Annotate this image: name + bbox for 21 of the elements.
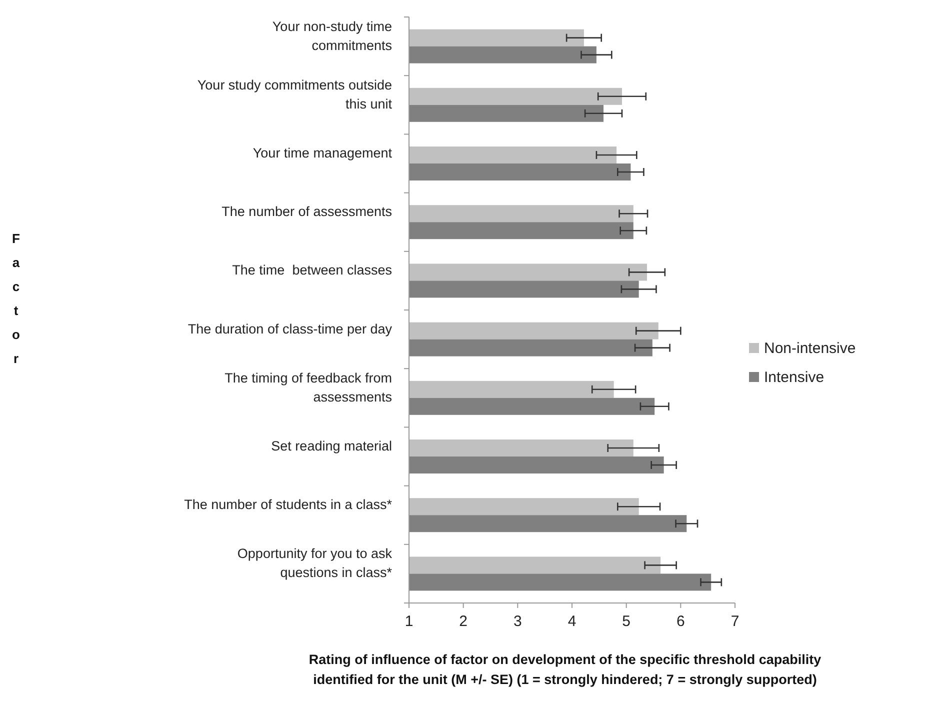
y-tick-label: Your time management: [252, 146, 392, 160]
x-tick-label: 6: [676, 613, 685, 630]
y-tick-label: The number of students in a class*: [184, 497, 393, 512]
y-tick-label: Your study commitments outside this unit: [197, 77, 392, 112]
x-tick-label: 5: [622, 613, 631, 630]
y-tick-label: The duration of class-time per day: [188, 321, 392, 336]
x-tick-label: 1: [404, 613, 414, 630]
text: Factor: [12, 231, 20, 366]
y-tick-label: Opportunity for you to ask questions in class*: [237, 546, 393, 580]
legend-label: Non-intensive: [764, 340, 856, 357]
x-tick-label: 3: [513, 613, 522, 630]
y-tick-label: Your non-study time commitments: [272, 18, 392, 53]
x-tick-label: 4: [568, 613, 576, 630]
y-tick-label: The number of assessments: [222, 204, 392, 220]
legend-label: Intensive: [764, 369, 824, 386]
x-tick-label: 7: [730, 613, 740, 630]
y-tick-label: Set reading material: [271, 438, 392, 454]
y-tick-label: The time between classes: [232, 262, 392, 278]
x-tick-label: 2: [459, 613, 468, 630]
x-axis-title: Rating of influence of factor on development of the specific threshold capability identified for the unit (M +/- SE) (1 = strongly hindered; 7 = strongly supported): [308, 652, 822, 687]
y-tick-label: The timing of feedback from assessments: [224, 370, 392, 404]
